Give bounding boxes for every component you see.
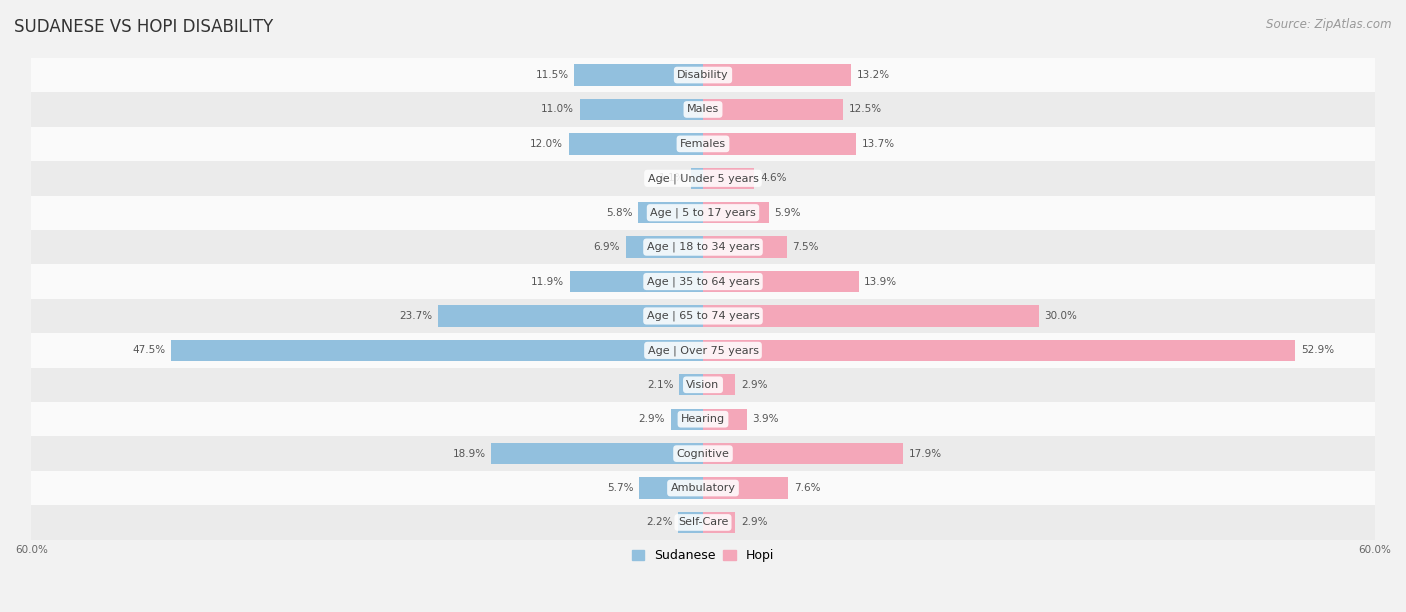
Text: Cognitive: Cognitive xyxy=(676,449,730,458)
Text: Source: ZipAtlas.com: Source: ZipAtlas.com xyxy=(1267,18,1392,31)
Bar xyxy=(690,168,703,189)
Text: 30.0%: 30.0% xyxy=(1045,311,1077,321)
Bar xyxy=(492,443,703,465)
Text: 17.9%: 17.9% xyxy=(908,449,942,458)
Text: 5.9%: 5.9% xyxy=(775,207,801,218)
Bar xyxy=(671,409,703,430)
Bar xyxy=(31,92,1375,127)
Text: Females: Females xyxy=(681,139,725,149)
Bar xyxy=(31,436,1375,471)
Bar xyxy=(703,477,789,499)
Bar xyxy=(626,236,703,258)
Text: 12.0%: 12.0% xyxy=(530,139,562,149)
Bar xyxy=(640,477,703,499)
Bar xyxy=(703,374,735,395)
Text: 13.7%: 13.7% xyxy=(862,139,896,149)
Bar xyxy=(703,443,903,465)
Bar xyxy=(569,271,703,292)
Text: 2.9%: 2.9% xyxy=(741,518,768,528)
Bar xyxy=(574,64,703,86)
Bar xyxy=(703,236,787,258)
Bar xyxy=(703,409,747,430)
Bar xyxy=(703,512,735,533)
Text: 11.5%: 11.5% xyxy=(536,70,568,80)
Text: Age | Over 75 years: Age | Over 75 years xyxy=(648,345,758,356)
Text: 4.6%: 4.6% xyxy=(761,173,786,184)
Text: 11.0%: 11.0% xyxy=(541,105,574,114)
Text: 23.7%: 23.7% xyxy=(399,311,432,321)
Bar xyxy=(703,64,851,86)
Text: Age | 5 to 17 years: Age | 5 to 17 years xyxy=(650,207,756,218)
Text: 1.1%: 1.1% xyxy=(658,173,685,184)
Bar xyxy=(31,506,1375,540)
Text: 2.9%: 2.9% xyxy=(638,414,665,424)
Bar xyxy=(31,299,1375,333)
Text: 13.2%: 13.2% xyxy=(856,70,890,80)
Text: Disability: Disability xyxy=(678,70,728,80)
Bar xyxy=(31,58,1375,92)
Bar xyxy=(31,368,1375,402)
Text: Males: Males xyxy=(688,105,718,114)
Bar xyxy=(703,168,755,189)
Text: 12.5%: 12.5% xyxy=(848,105,882,114)
Text: Ambulatory: Ambulatory xyxy=(671,483,735,493)
Text: 7.6%: 7.6% xyxy=(793,483,820,493)
Bar xyxy=(703,271,859,292)
Bar xyxy=(703,133,856,155)
Text: Age | 65 to 74 years: Age | 65 to 74 years xyxy=(647,311,759,321)
Bar xyxy=(579,99,703,120)
Text: Self-Care: Self-Care xyxy=(678,518,728,528)
Text: 52.9%: 52.9% xyxy=(1301,345,1334,356)
Bar xyxy=(172,340,703,361)
Text: Age | 35 to 64 years: Age | 35 to 64 years xyxy=(647,276,759,287)
Bar xyxy=(703,202,769,223)
Bar xyxy=(703,99,844,120)
Bar xyxy=(703,305,1039,327)
Text: 5.8%: 5.8% xyxy=(606,207,633,218)
Text: 47.5%: 47.5% xyxy=(132,345,166,356)
Text: 5.7%: 5.7% xyxy=(607,483,634,493)
Text: 2.9%: 2.9% xyxy=(741,380,768,390)
Text: Age | Under 5 years: Age | Under 5 years xyxy=(648,173,758,184)
Bar xyxy=(568,133,703,155)
Text: 6.9%: 6.9% xyxy=(593,242,620,252)
Bar xyxy=(31,161,1375,195)
Bar xyxy=(703,340,1295,361)
Bar xyxy=(31,195,1375,230)
Text: 3.9%: 3.9% xyxy=(752,414,779,424)
Text: Hearing: Hearing xyxy=(681,414,725,424)
Bar xyxy=(31,230,1375,264)
Text: SUDANESE VS HOPI DISABILITY: SUDANESE VS HOPI DISABILITY xyxy=(14,18,273,36)
Bar xyxy=(31,402,1375,436)
Bar xyxy=(31,333,1375,368)
Text: Vision: Vision xyxy=(686,380,720,390)
Text: 2.2%: 2.2% xyxy=(647,518,673,528)
Text: Age | 18 to 34 years: Age | 18 to 34 years xyxy=(647,242,759,252)
Text: 2.1%: 2.1% xyxy=(647,380,673,390)
Bar xyxy=(31,127,1375,161)
Text: 7.5%: 7.5% xyxy=(793,242,820,252)
Text: 11.9%: 11.9% xyxy=(531,277,564,286)
Bar xyxy=(437,305,703,327)
Bar xyxy=(31,264,1375,299)
Bar xyxy=(638,202,703,223)
Legend: Sudanese, Hopi: Sudanese, Hopi xyxy=(627,544,779,567)
Text: 13.9%: 13.9% xyxy=(865,277,897,286)
Bar xyxy=(678,512,703,533)
Bar xyxy=(679,374,703,395)
Text: 18.9%: 18.9% xyxy=(453,449,486,458)
Bar xyxy=(31,471,1375,506)
